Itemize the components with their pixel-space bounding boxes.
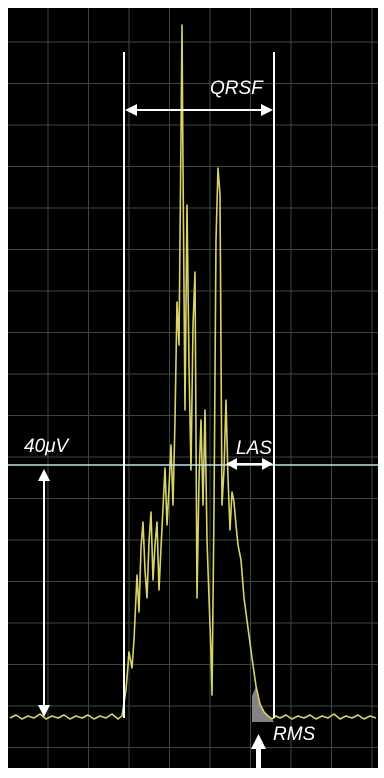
qrsf-arrow [125,104,273,116]
grid-lines [8,8,378,768]
plot-area [8,8,378,768]
las-label: LAS [236,438,272,459]
amplitude-label: 40μV [24,436,71,457]
qrsf-label: QRSF [210,78,264,99]
vector-magnitude-signal [9,24,377,720]
rms-arrow [251,734,266,770]
amplitude-arrow [38,469,50,717]
las-arrow [226,458,273,470]
rms-label: RMS [273,724,316,745]
